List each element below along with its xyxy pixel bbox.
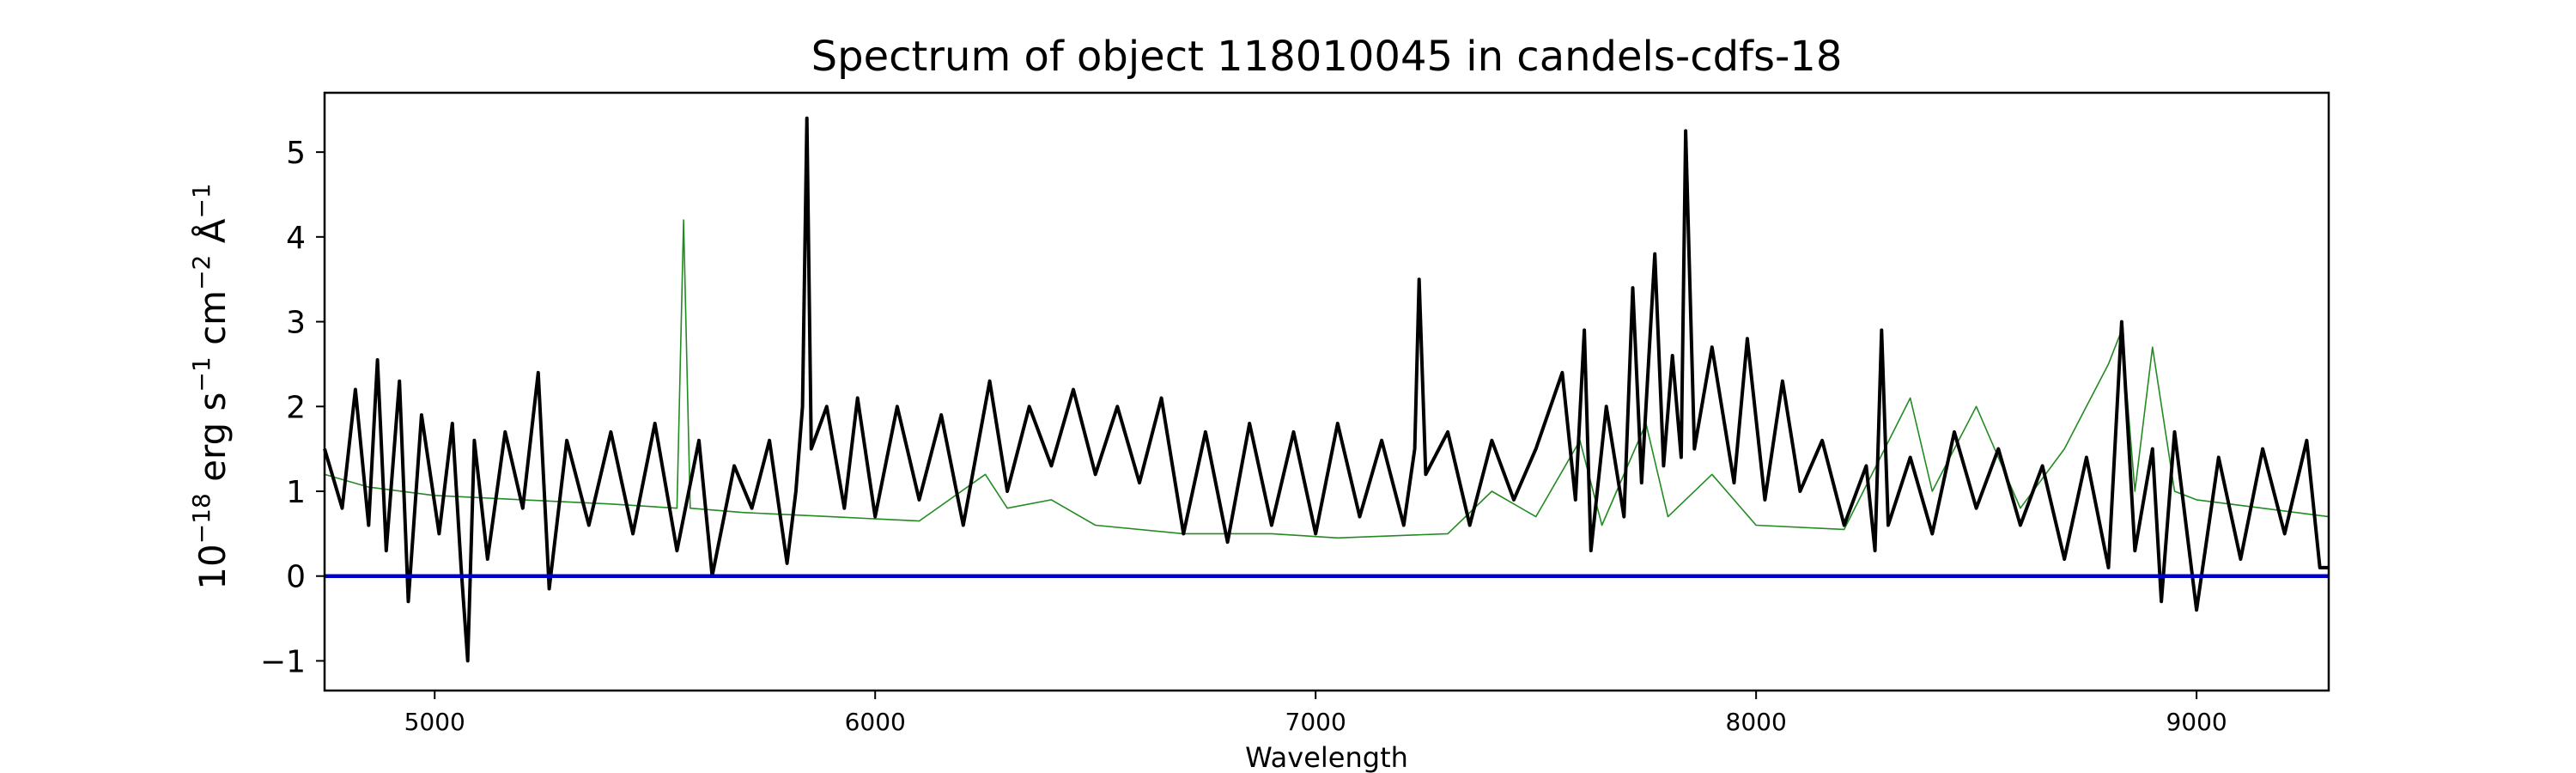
y-tick-label: 3	[286, 306, 306, 341]
y-label-exp: −18	[187, 493, 216, 544]
chart-title: Spectrum of object 118010045 in candels-…	[811, 33, 1843, 81]
y-tick-label: 0	[286, 560, 306, 595]
plot-frame	[323, 91, 2330, 692]
y-label-s-exp: −1	[187, 356, 216, 392]
y-label-cm-exp: −2	[187, 255, 216, 290]
y-label-angstrom-exp: −1	[187, 183, 216, 218]
series-flux	[323, 116, 2329, 663]
series-error	[324, 219, 2330, 539]
y-label-erg: erg s	[191, 393, 234, 494]
y-tick-label: 4	[286, 221, 306, 256]
x-tick-label: 6000	[845, 708, 906, 736]
plot-series	[323, 116, 2330, 663]
y-axis: −1 0 1 2 3 4 5	[260, 136, 325, 679]
x-tick-label: 7000	[1285, 708, 1346, 736]
x-tick-label: 5000	[404, 708, 465, 736]
y-tick-label: 5	[286, 136, 306, 171]
x-tick-label: 9000	[2166, 708, 2227, 736]
y-tick-label: 1	[286, 475, 306, 510]
y-tick-label: −1	[260, 644, 306, 679]
x-axis-label: Wavelength	[1245, 741, 1408, 773]
y-tick-label: 2	[286, 390, 306, 425]
y-label-angstrom: Å	[191, 218, 234, 254]
y-axis-label: 10−18 erg s−1 cm−2 Å−1	[187, 183, 234, 589]
y-label-cm: cm	[191, 290, 234, 356]
x-tick-label: 8000	[1726, 708, 1787, 736]
y-label-base: 10	[191, 544, 234, 589]
x-axis: 5000 6000 7000 8000 9000	[404, 691, 2227, 736]
